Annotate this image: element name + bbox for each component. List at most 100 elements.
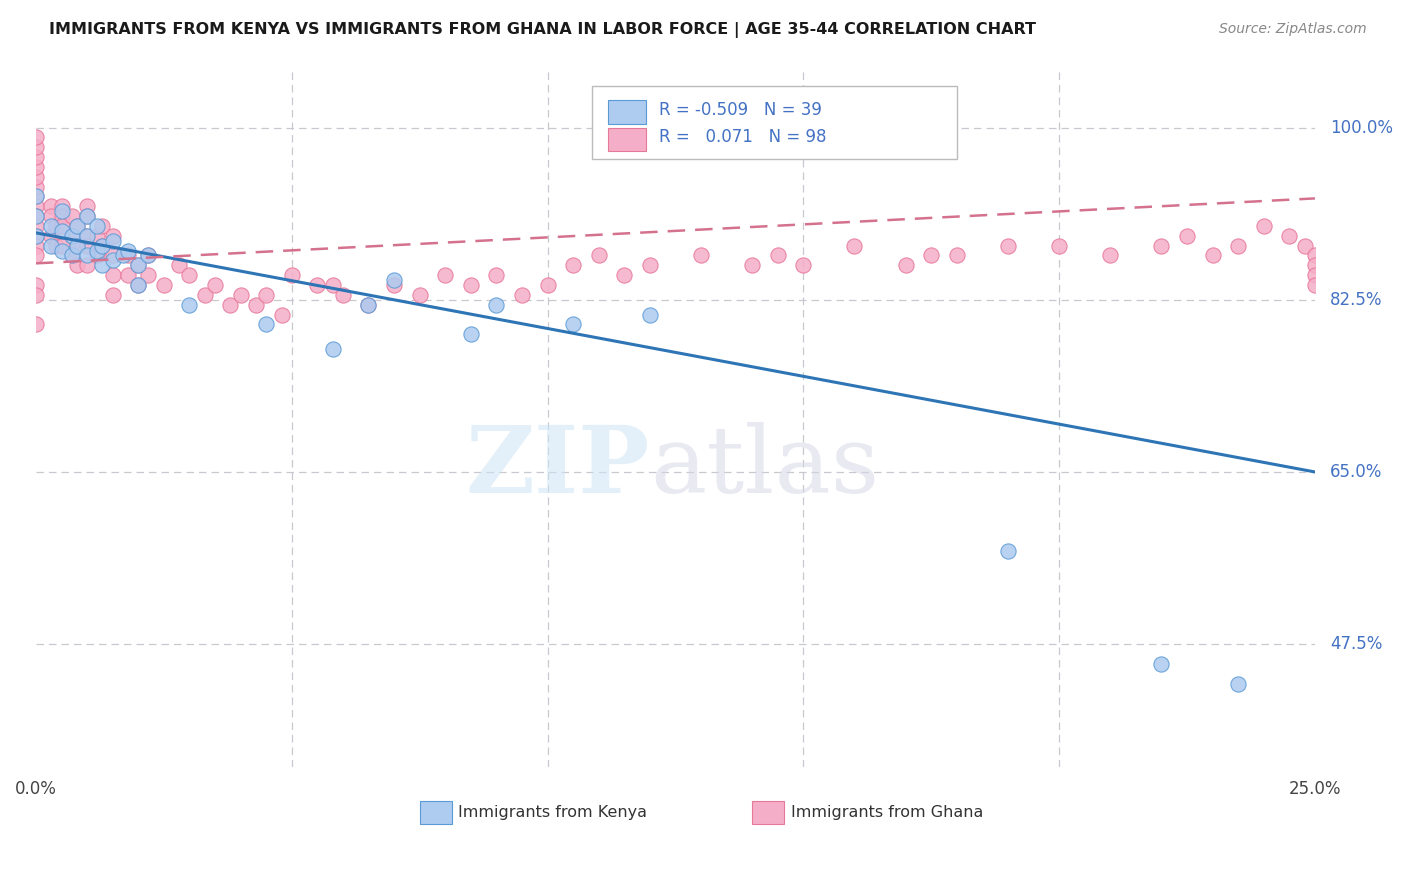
Point bbox=[86, 228, 108, 243]
Point bbox=[101, 288, 124, 302]
Point bbox=[382, 273, 405, 287]
Point bbox=[127, 258, 149, 272]
Point bbox=[638, 258, 661, 272]
Point bbox=[510, 288, 533, 302]
Point bbox=[229, 288, 252, 302]
Point bbox=[76, 228, 98, 243]
Point bbox=[138, 268, 160, 282]
Point bbox=[25, 130, 48, 145]
Point bbox=[60, 248, 83, 262]
Point bbox=[117, 244, 139, 258]
Point bbox=[25, 169, 48, 184]
Point bbox=[25, 150, 48, 164]
Point bbox=[1047, 238, 1070, 252]
Point bbox=[51, 219, 73, 233]
Point bbox=[357, 298, 380, 312]
Point bbox=[562, 318, 585, 332]
Point bbox=[408, 288, 430, 302]
Point bbox=[818, 120, 841, 135]
Point bbox=[60, 228, 83, 243]
Point bbox=[39, 238, 62, 252]
Point bbox=[179, 298, 201, 312]
Point bbox=[138, 248, 160, 262]
Point bbox=[766, 248, 789, 262]
Point bbox=[91, 238, 114, 252]
Point bbox=[51, 244, 73, 258]
Point bbox=[690, 248, 713, 262]
Point bbox=[86, 244, 108, 258]
Point bbox=[91, 258, 114, 272]
Point bbox=[997, 238, 1019, 252]
Point bbox=[485, 298, 508, 312]
Point bbox=[280, 268, 302, 282]
Point bbox=[25, 209, 48, 223]
Point bbox=[1303, 278, 1326, 293]
Point bbox=[25, 160, 48, 174]
Point bbox=[1303, 268, 1326, 282]
Point bbox=[332, 288, 354, 302]
Point bbox=[25, 209, 48, 223]
Point bbox=[60, 228, 83, 243]
Point bbox=[51, 199, 73, 213]
Text: IMMIGRANTS FROM KENYA VS IMMIGRANTS FROM GHANA IN LABOR FORCE | AGE 35-44 CORREL: IMMIGRANTS FROM KENYA VS IMMIGRANTS FROM… bbox=[49, 22, 1036, 38]
Point bbox=[76, 209, 98, 223]
Point bbox=[117, 248, 139, 262]
Point bbox=[127, 278, 149, 293]
Point bbox=[76, 228, 98, 243]
Point bbox=[25, 278, 48, 293]
Point bbox=[101, 253, 124, 268]
Point bbox=[66, 258, 89, 272]
Point bbox=[1294, 238, 1316, 252]
Point bbox=[844, 238, 866, 252]
Point bbox=[322, 342, 344, 356]
Point bbox=[66, 238, 89, 252]
Point bbox=[25, 318, 48, 332]
Point bbox=[86, 248, 108, 262]
Point bbox=[1303, 258, 1326, 272]
Text: 47.5%: 47.5% bbox=[1330, 635, 1382, 653]
Point bbox=[51, 238, 73, 252]
FancyBboxPatch shape bbox=[592, 86, 957, 160]
Point bbox=[460, 327, 482, 342]
Point bbox=[997, 543, 1019, 558]
FancyBboxPatch shape bbox=[419, 801, 451, 824]
Point bbox=[485, 268, 508, 282]
Point bbox=[194, 288, 217, 302]
Point bbox=[741, 258, 763, 272]
Point bbox=[60, 209, 83, 223]
Point bbox=[51, 209, 73, 223]
Point bbox=[270, 308, 292, 322]
Point bbox=[45, 238, 67, 252]
Point bbox=[76, 248, 98, 262]
Point bbox=[138, 248, 160, 262]
Point bbox=[613, 268, 636, 282]
Point bbox=[219, 298, 242, 312]
Text: R = -0.509   N = 39: R = -0.509 N = 39 bbox=[659, 101, 821, 120]
Point bbox=[39, 228, 62, 243]
FancyBboxPatch shape bbox=[607, 128, 645, 152]
Point bbox=[76, 199, 98, 213]
Point bbox=[101, 234, 124, 248]
Point bbox=[117, 268, 139, 282]
Point bbox=[382, 278, 405, 293]
Point bbox=[39, 199, 62, 213]
Point bbox=[25, 228, 48, 243]
Point bbox=[39, 219, 62, 233]
Point bbox=[25, 189, 48, 203]
Point bbox=[51, 224, 73, 238]
Point bbox=[111, 248, 134, 262]
Point bbox=[25, 179, 48, 194]
Point bbox=[25, 228, 48, 243]
Text: 82.5%: 82.5% bbox=[1330, 291, 1382, 309]
Point bbox=[66, 238, 89, 252]
Point bbox=[460, 278, 482, 293]
Point bbox=[322, 278, 344, 293]
Text: 65.0%: 65.0% bbox=[1330, 463, 1382, 481]
Point bbox=[25, 189, 48, 203]
Point bbox=[638, 308, 661, 322]
Point bbox=[25, 288, 48, 302]
Point bbox=[25, 199, 48, 213]
Point bbox=[127, 278, 149, 293]
Point bbox=[76, 209, 98, 223]
Point bbox=[1175, 228, 1198, 243]
